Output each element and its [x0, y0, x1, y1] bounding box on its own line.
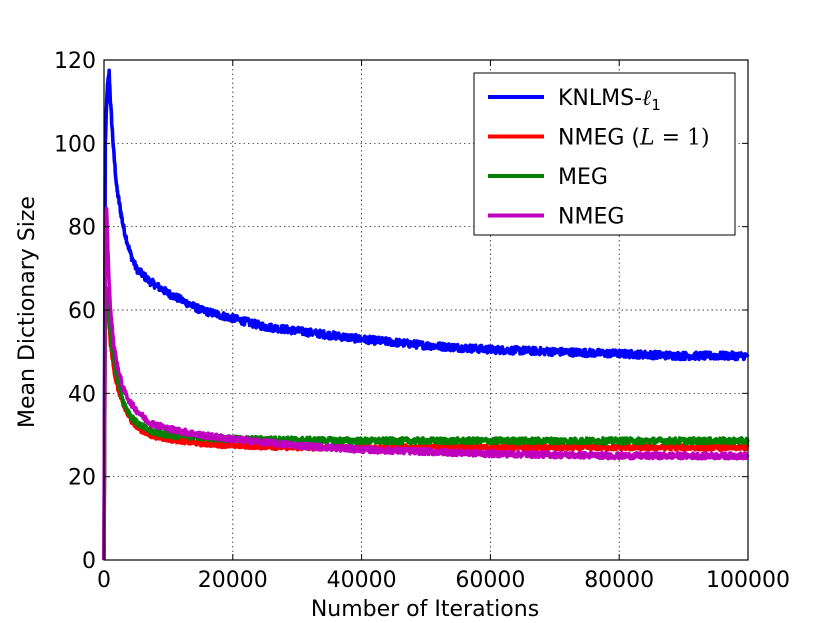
- series-layer: [102, 68, 750, 561]
- legend-entry: MEG: [488, 165, 608, 190]
- legend-label: KNLMS-ℓ1: [558, 86, 661, 114]
- y-tick-label: 80: [68, 216, 96, 241]
- legend-entry: NMEG (L = 1): [488, 126, 710, 151]
- y-tick-label: 20: [68, 466, 96, 491]
- series-line: [102, 286, 750, 561]
- x-tick-label: 0: [97, 568, 111, 593]
- legend-entry: NMEG: [488, 205, 624, 230]
- legend-label: MEG: [558, 165, 608, 190]
- legend-label: NMEG: [558, 205, 624, 230]
- y-tick-label: 100: [54, 132, 96, 157]
- legend-label: NMEG (L = 1): [558, 126, 710, 151]
- legend-box: [473, 72, 736, 236]
- legend: KNLMS-ℓ1 NMEG (L = 1) MEG NMEG: [473, 72, 736, 236]
- x-tick-label: 100000: [706, 568, 790, 593]
- x-axis-label: Number of Iterations: [311, 597, 539, 622]
- x-tick-label: 80000: [584, 568, 654, 593]
- y-tick-label: 60: [68, 299, 96, 324]
- x-tick-label: 40000: [327, 568, 397, 593]
- series-line: [102, 206, 750, 561]
- legend-entry: KNLMS-ℓ1: [488, 86, 661, 114]
- y-tick-label: 0: [82, 549, 96, 574]
- series-line: [102, 68, 750, 561]
- y-axis-label: Mean Dictionary Size: [15, 196, 40, 428]
- x-tick-label: 60000: [455, 568, 525, 593]
- x-tick-label: 20000: [198, 568, 268, 593]
- y-tick-label: 120: [54, 49, 96, 74]
- y-tick-label: 40: [68, 382, 96, 407]
- axis-ticks: 0 20000 40000 60000 80000 100000 0 20 40 60 80 100 1…: [54, 49, 790, 593]
- series-line: [102, 296, 750, 561]
